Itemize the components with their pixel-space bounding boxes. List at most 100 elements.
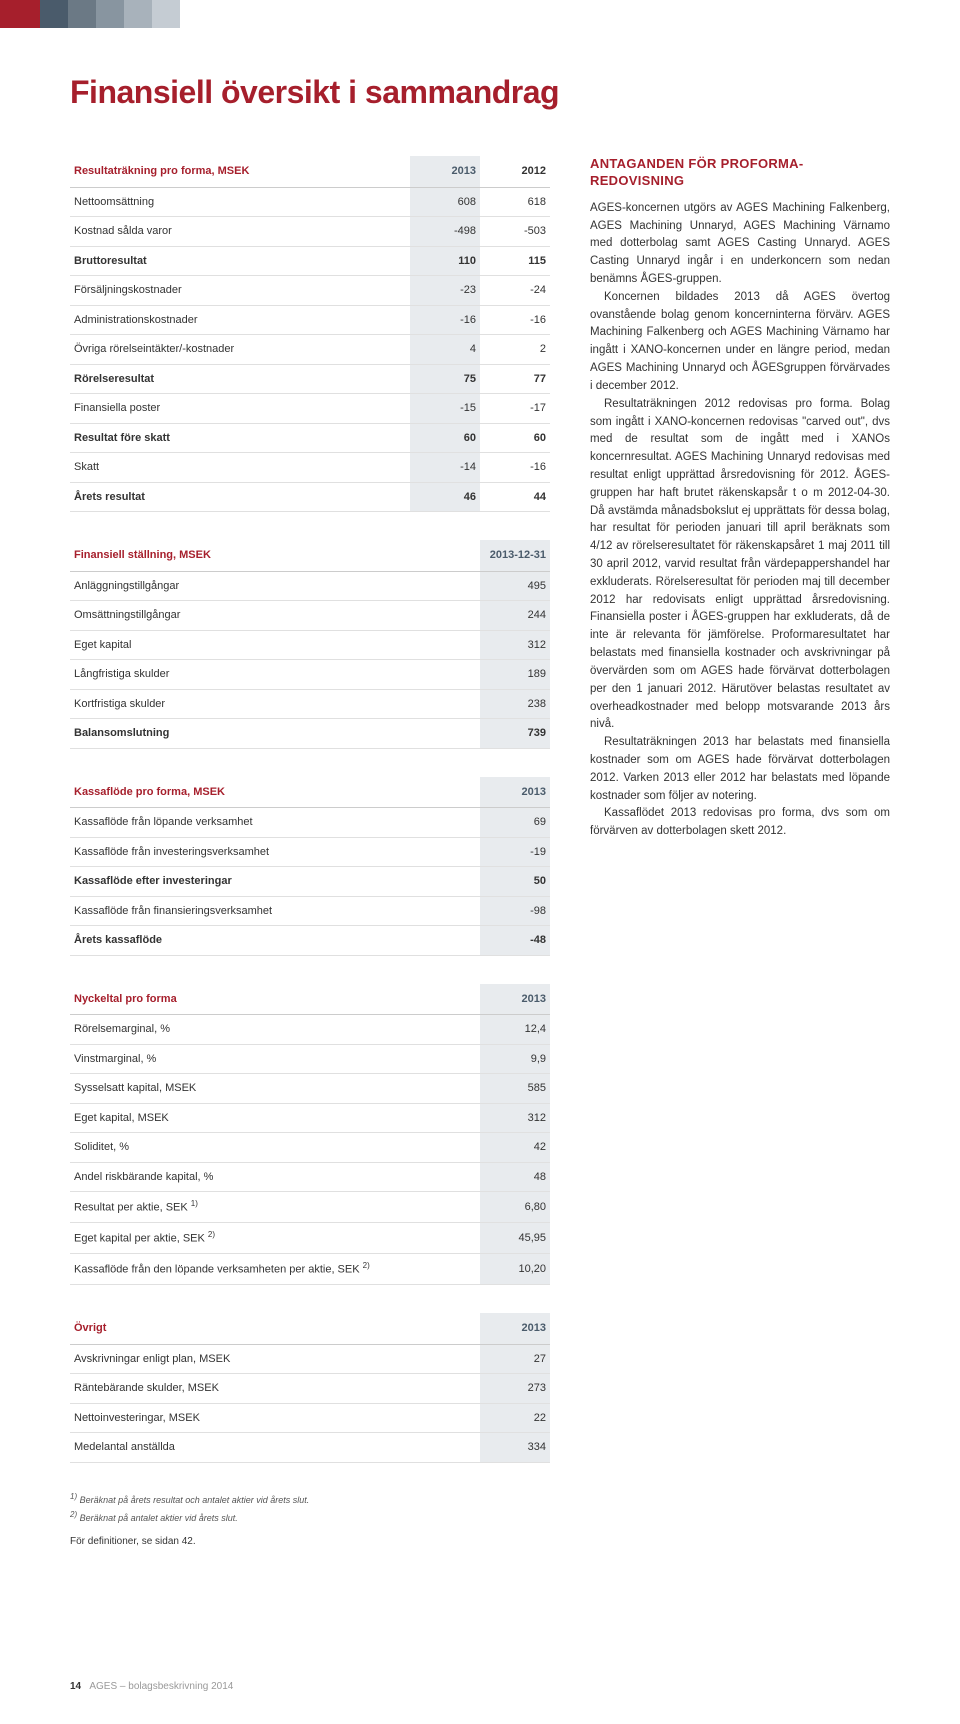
cell-value: 585 xyxy=(480,1074,550,1104)
table-row: Finansiella poster-15-17 xyxy=(70,394,550,424)
row-label: Kostnad sålda varor xyxy=(70,217,410,247)
table-row: Eget kapital, MSEK312 xyxy=(70,1103,550,1133)
right-heading: ANTAGANDEN FÖR PROFORMA­REDOVISNING xyxy=(590,156,890,190)
table-row: Årets kassaflöde-48 xyxy=(70,926,550,956)
row-label: Administrationskostnader xyxy=(70,305,410,335)
cell-value: 44 xyxy=(480,482,550,512)
cell-value: -15 xyxy=(410,394,480,424)
cell-value: 75 xyxy=(410,364,480,394)
table-row: Soliditet, %42 xyxy=(70,1133,550,1163)
cell-value: 608 xyxy=(410,187,480,217)
row-label: Årets resultat xyxy=(70,482,410,512)
row-label: Nettoinvesteringar, MSEK xyxy=(70,1403,480,1433)
cell-value: 495 xyxy=(480,571,550,601)
data-table: Nyckeltal pro forma2013Rörelsemarginal, … xyxy=(70,984,550,1286)
table-row: Årets resultat4644 xyxy=(70,482,550,512)
row-label: Rörelseresultat xyxy=(70,364,410,394)
row-label: Kassaflöde från den löpande verksamheten… xyxy=(70,1254,480,1285)
page-number: 14 xyxy=(70,1681,81,1692)
table-row: Medelantal anställda334 xyxy=(70,1433,550,1463)
row-label: Eget kapital xyxy=(70,630,480,660)
cell-value: 312 xyxy=(480,630,550,660)
cell-value: 115 xyxy=(480,246,550,276)
cell-value: 60 xyxy=(410,423,480,453)
body-paragraph: Koncernen bildades 2013 då AGES övertog … xyxy=(590,289,890,396)
row-label: Kortfristiga skulder xyxy=(70,689,480,719)
column-header: 2013 xyxy=(480,1313,550,1344)
cell-value: 312 xyxy=(480,1103,550,1133)
table-row: Kassaflöde från investeringsverksamhet-1… xyxy=(70,837,550,867)
row-label: Rörelsemarginal, % xyxy=(70,1015,480,1045)
row-label: Kassaflöde efter investeringar xyxy=(70,867,480,897)
body-paragraph: AGES-koncernen utgörs av AGES Machining … xyxy=(590,200,890,289)
row-label: Balansomslutning xyxy=(70,719,480,749)
footnotes: 1) Beräknat på årets resultat och antale… xyxy=(70,1491,550,1524)
row-label: Kassaflöde från löpande verksamhet xyxy=(70,808,480,838)
cell-value: 244 xyxy=(480,601,550,631)
table-title: Övrigt xyxy=(70,1313,480,1344)
body-paragraph: Resultaträkningen 2013 har belastats med… xyxy=(590,734,890,805)
table-row: Sysselsatt kapital, MSEK585 xyxy=(70,1074,550,1104)
row-label: Årets kassaflöde xyxy=(70,926,480,956)
cell-value: -16 xyxy=(480,305,550,335)
cell-value: 2 xyxy=(480,335,550,365)
cell-value: -98 xyxy=(480,896,550,926)
cell-value: 27 xyxy=(480,1344,550,1374)
table-title: Finansiell ställning, MSEK xyxy=(70,540,480,571)
table-row: Rörelseresultat7577 xyxy=(70,364,550,394)
cell-value: -17 xyxy=(480,394,550,424)
column-header: 2013 xyxy=(480,984,550,1015)
row-label: Vinstmarginal, % xyxy=(70,1044,480,1074)
table-row: Resultat före skatt6060 xyxy=(70,423,550,453)
table-row: Balansomslutning739 xyxy=(70,719,550,749)
body-paragraph: Resultaträkningen 2012 redovisas pro for… xyxy=(590,396,890,734)
cell-value: 45,95 xyxy=(480,1223,550,1254)
cell-value: 334 xyxy=(480,1433,550,1463)
cell-value: 48 xyxy=(480,1162,550,1192)
left-column: Resultaträkning pro forma, MSEK20132012N… xyxy=(70,156,550,1549)
cell-value: 739 xyxy=(480,719,550,749)
definitions-note: För definitioner, se sidan 42. xyxy=(70,1534,550,1549)
row-label: Soliditet, % xyxy=(70,1133,480,1163)
row-label: Övriga rörelseintäkter/-kostnader xyxy=(70,335,410,365)
row-label: Finansiella poster xyxy=(70,394,410,424)
cell-value: -48 xyxy=(480,926,550,956)
row-label: Anläggningstillgångar xyxy=(70,571,480,601)
table-row: Resultat per aktie, SEK 1)6,80 xyxy=(70,1192,550,1223)
table-row: Vinstmarginal, %9,9 xyxy=(70,1044,550,1074)
row-label: Skatt xyxy=(70,453,410,483)
data-table: Kassaflöde pro forma, MSEK2013Kassaflöde… xyxy=(70,777,550,956)
table-row: Nettoinvesteringar, MSEK22 xyxy=(70,1403,550,1433)
cell-value: -498 xyxy=(410,217,480,247)
cell-value: 12,4 xyxy=(480,1015,550,1045)
table-row: Administrationskostnader-16-16 xyxy=(70,305,550,335)
cell-value: -19 xyxy=(480,837,550,867)
data-table: Finansiell ställning, MSEK2013-12-31Anlä… xyxy=(70,540,550,749)
column-header: 2013-12-31 xyxy=(480,540,550,571)
table-row: Rörelsemarginal, %12,4 xyxy=(70,1015,550,1045)
row-label: Resultat per aktie, SEK 1) xyxy=(70,1192,480,1223)
table-row: Försäljningskostnader-23-24 xyxy=(70,276,550,306)
cell-value: 238 xyxy=(480,689,550,719)
page-footer: 14 AGES – bolagsbeskrivning 2014 xyxy=(0,1599,960,1724)
table-row: Övriga rörelseintäkter/-kostnader42 xyxy=(70,335,550,365)
cell-value: -14 xyxy=(410,453,480,483)
cell-value: 9,9 xyxy=(480,1044,550,1074)
table-row: Anläggningstillgångar495 xyxy=(70,571,550,601)
row-label: Eget kapital, MSEK xyxy=(70,1103,480,1133)
table-row: Eget kapital312 xyxy=(70,630,550,660)
data-table: Resultaträkning pro forma, MSEK20132012N… xyxy=(70,156,550,512)
table-row: Långfristiga skulder189 xyxy=(70,660,550,690)
cell-value: 22 xyxy=(480,1403,550,1433)
data-table: Övrigt2013Avskrivningar enligt plan, MSE… xyxy=(70,1313,550,1463)
cell-value: -16 xyxy=(410,305,480,335)
row-label: Räntebärande skulder, MSEK xyxy=(70,1374,480,1404)
row-label: Avskrivningar enligt plan, MSEK xyxy=(70,1344,480,1374)
table-row: Kassaflöde från löpande verksamhet69 xyxy=(70,808,550,838)
row-label: Medelantal anställda xyxy=(70,1433,480,1463)
row-label: Kassaflöde från investeringsverksamhet xyxy=(70,837,480,867)
table-title: Nyckeltal pro forma xyxy=(70,984,480,1015)
table-row: Räntebärande skulder, MSEK273 xyxy=(70,1374,550,1404)
cell-value: 77 xyxy=(480,364,550,394)
cell-value: -24 xyxy=(480,276,550,306)
